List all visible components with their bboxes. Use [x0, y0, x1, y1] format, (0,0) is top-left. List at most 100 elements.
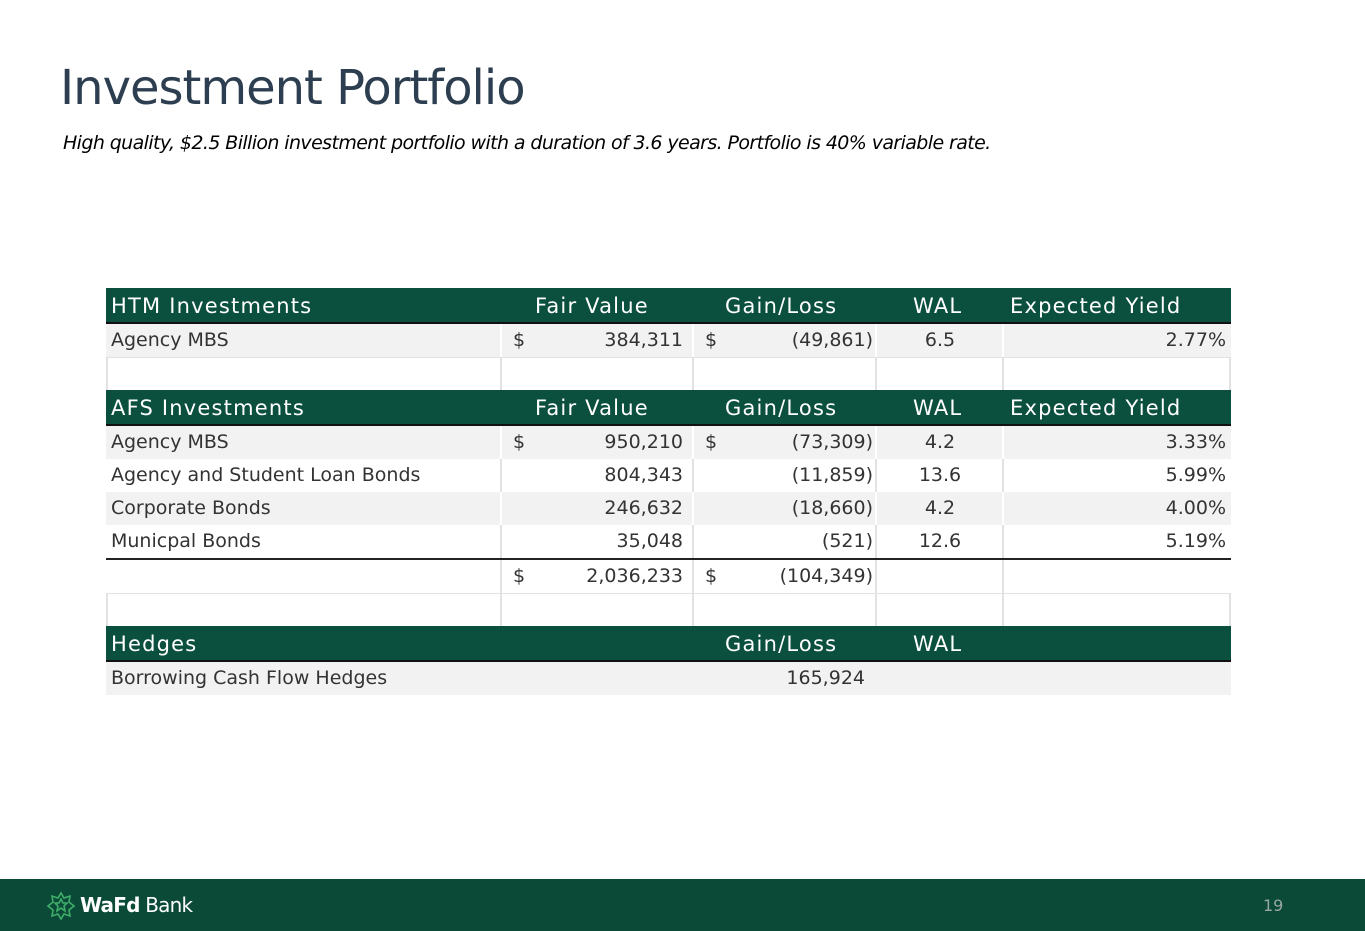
cell-separator [692, 525, 694, 558]
table-cell: (18,660) [791, 497, 873, 519]
cell-separator [106, 358, 108, 390]
cell-separator [875, 525, 877, 558]
table-cell: (49,861) [791, 329, 873, 351]
cell-separator [500, 560, 502, 593]
cell-separator [875, 492, 877, 525]
data-row: Corporate Bonds 246,632 (18,660) 4.2 4.00% [106, 492, 1231, 525]
cell-separator [500, 594, 502, 626]
data-row: Municpal Bonds 35,048 (521) 12.6 5.19% [106, 525, 1231, 558]
header-cell: WAL [913, 632, 963, 656]
header-row: HTM Investments Fair Value Gain/Loss WAL Exp… [106, 288, 1231, 324]
cell-separator [1229, 358, 1231, 390]
blank-row [106, 357, 1231, 390]
header-cell: Gain/Loss [725, 396, 838, 420]
subtitle: High quality, $2.5 Billion investment po… [63, 132, 991, 154]
cell-separator [1002, 492, 1004, 525]
cell-separator [875, 358, 877, 390]
cell-separator [875, 426, 877, 459]
logo-icon [46, 891, 76, 921]
table-cell: 246,632 [604, 497, 683, 519]
table-cell: 6.5 [924, 329, 956, 351]
cell-separator [500, 324, 502, 357]
cell-separator [875, 459, 877, 492]
table-cell: $ [705, 565, 718, 587]
header-cell: Gain/Loss [725, 632, 838, 656]
cell-separator [1002, 324, 1004, 357]
table-cell: Corporate Bonds [111, 497, 271, 519]
table-cell: 165,924 [786, 667, 865, 689]
table-cell: 3.33% [1165, 431, 1226, 453]
table-cell: 12.6 [918, 530, 962, 552]
table-cell: (104,349) [779, 565, 873, 587]
cell-separator [500, 426, 502, 459]
logo-bold: WaFd [80, 893, 140, 917]
table-cell: (73,309) [791, 431, 873, 453]
cell-separator [692, 492, 694, 525]
table-cell: 13.6 [918, 464, 962, 486]
cell-separator [500, 525, 502, 558]
title: Investment Portfolio [60, 60, 526, 116]
cell-separator [875, 560, 877, 593]
data-row: Agency MBS $950,210 $ (73,309) 4.2 3.33% [106, 426, 1231, 459]
header-cell: Gain/Loss [725, 294, 838, 318]
data-row: $2,036,233 $ (104,349) [106, 558, 1231, 594]
table-cell: (521) [821, 530, 873, 552]
table-cell: $ [513, 565, 526, 587]
page-number: 19 [1263, 896, 1284, 915]
header-cell: WAL [913, 294, 963, 318]
blank-row [106, 593, 1231, 626]
cell-separator [1002, 560, 1004, 593]
table-cell: $ [705, 431, 718, 453]
table-cell: 4.2 [924, 497, 956, 519]
table-cell: 950,210 [604, 431, 683, 453]
cell-separator [692, 426, 694, 459]
header-cell: Fair Value [535, 396, 649, 420]
data-row: Borrowing Cash Flow Hedges 165,924 [106, 662, 1231, 695]
cell-separator [1002, 358, 1004, 390]
cell-separator [692, 324, 694, 357]
cell-separator [692, 358, 694, 390]
header-row: Hedges Gain/Loss WAL [106, 626, 1231, 662]
table-cell: 2,036,233 [586, 565, 683, 587]
table-cell: $ [513, 431, 526, 453]
cell-separator [500, 492, 502, 525]
cell-separator [1229, 594, 1231, 626]
cell-separator [500, 358, 502, 390]
cell-separator [1002, 459, 1004, 492]
table-cell: Agency MBS [111, 329, 229, 351]
logo-light: Bank [145, 893, 193, 917]
data-row: Agency MBS $384,311 $ (49,861) 6.5 2.77% [106, 324, 1231, 357]
cell-separator [1002, 525, 1004, 558]
cell-separator [692, 560, 694, 593]
table-cell: $ [705, 329, 718, 351]
cell-separator [875, 594, 877, 626]
table-cell: 384,311 [604, 329, 683, 351]
cell-separator [1002, 426, 1004, 459]
header-cell: Hedges [111, 632, 198, 656]
header-cell: AFS Investments [111, 396, 305, 420]
cell-separator [500, 459, 502, 492]
table-cell: 5.19% [1165, 530, 1226, 552]
cell-separator [875, 324, 877, 357]
table-cell: Agency and Student Loan Bonds [111, 464, 421, 486]
header-cell: Expected Yield [1010, 294, 1182, 318]
table-cell: 5.99% [1165, 464, 1226, 486]
header-cell: WAL [913, 396, 963, 420]
table-cell: $ [513, 329, 526, 351]
table-cell: Municpal Bonds [111, 530, 261, 552]
table-cell: 35,048 [616, 530, 683, 552]
header-cell: Expected Yield [1010, 396, 1182, 420]
header-cell: HTM Investments [111, 294, 313, 318]
table-cell: Borrowing Cash Flow Hedges [111, 667, 388, 689]
table-cell: 2.77% [1165, 329, 1226, 351]
cell-separator [692, 459, 694, 492]
cell-separator [692, 594, 694, 626]
data-row: Agency and Student Loan Bonds 804,343 (11,… [106, 459, 1231, 492]
header-row: AFS Investments Fair Value Gain/Loss WAL Exp… [106, 390, 1231, 426]
header-cell: Fair Value [535, 294, 649, 318]
logo: WaFd Bank [80, 893, 193, 917]
table-cell: (11,859) [791, 464, 873, 486]
footer: WaFd Bank 19 [0, 879, 1365, 931]
